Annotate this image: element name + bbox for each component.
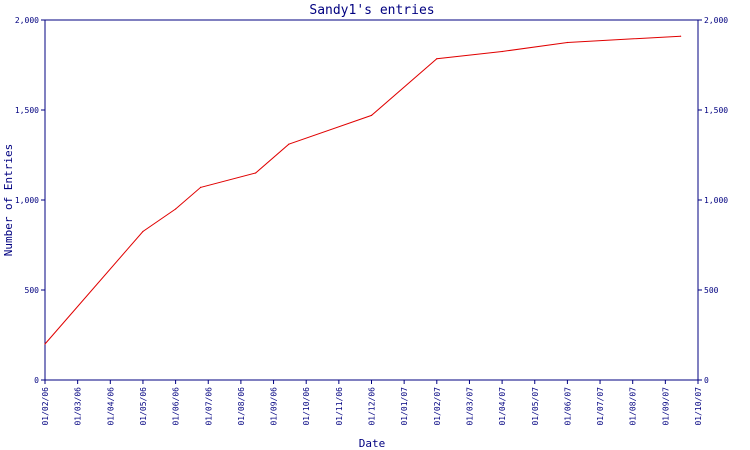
data-point — [44, 343, 46, 345]
y-tick-label-left: 2,000 — [15, 16, 39, 25]
x-axis-label: Date — [359, 437, 386, 450]
x-tick-label: 01/01/07 — [400, 387, 409, 426]
x-tick-label: 01/07/07 — [596, 387, 605, 426]
x-tick-label: 01/07/06 — [204, 387, 213, 426]
y-axis-right: 0 500 1,000 1,500 2,000 — [698, 16, 728, 385]
x-tick-label: 01/06/07 — [563, 387, 572, 426]
y-tick-label-right: 500 — [704, 286, 719, 295]
data-point — [175, 208, 177, 210]
x-axis: 01/02/06 01/03/06 01/04/06 01/05/06 01/06/06… — [41, 380, 703, 426]
x-tick-label: 01/03/06 — [74, 387, 83, 426]
data-point — [370, 114, 373, 116]
series-layer — [44, 35, 682, 345]
x-tick-label: 01/02/07 — [433, 387, 442, 426]
x-tick-label: 01/05/06 — [139, 387, 148, 426]
data-point — [436, 58, 438, 60]
y-tick-label-right: 1,500 — [704, 106, 728, 115]
x-tick-label: 01/10/07 — [694, 387, 703, 426]
data-point — [566, 41, 569, 44]
x-tick-label: 01/04/07 — [498, 387, 507, 426]
data-point — [255, 172, 257, 174]
x-tick-label: 01/04/06 — [106, 387, 115, 426]
y-axis-label: Number of Entries — [2, 144, 15, 257]
y-axis-left: 0 500 1,000 1,500 2,000 — [15, 16, 45, 385]
x-tick-label: 01/11/06 — [335, 387, 344, 426]
x-tick-label: 01/08/06 — [237, 387, 246, 426]
y-tick-label-left: 0 — [34, 376, 39, 385]
x-tick-label: 01/08/07 — [629, 387, 638, 426]
x-tick-label: 01/09/07 — [661, 387, 670, 426]
data-point — [142, 230, 144, 233]
x-tick-label: 01/06/06 — [172, 387, 181, 426]
series-line — [44, 35, 681, 345]
y-tick-label-right: 1,000 — [704, 196, 728, 205]
plot-area-frame — [44, 19, 699, 381]
x-tick-label: 01/10/06 — [302, 387, 311, 426]
data-point — [680, 35, 682, 37]
y-tick-label-left: 1,500 — [15, 106, 39, 115]
x-tick-label: 01/05/07 — [531, 387, 540, 426]
y-tick-label-right: 2,000 — [704, 16, 728, 25]
data-point — [200, 186, 202, 188]
chart-title: Sandy1's entries — [309, 3, 434, 18]
y-tick-label-right: 0 — [704, 376, 709, 385]
data-point — [288, 143, 290, 145]
y-tick-label-left: 500 — [25, 286, 40, 295]
x-tick-label: 01/09/06 — [270, 387, 279, 426]
data-point — [501, 50, 503, 53]
x-tick-label: 01/12/06 — [368, 387, 377, 426]
x-tick-label: 01/02/06 — [41, 387, 50, 426]
y-tick-label-left: 1,000 — [15, 196, 39, 205]
x-tick-label: 01/03/07 — [465, 387, 474, 426]
